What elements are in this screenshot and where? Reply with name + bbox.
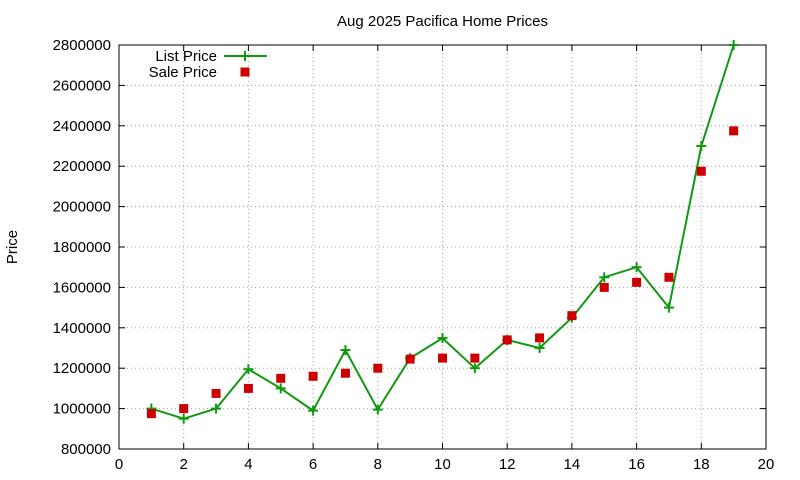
- list-price-point: [275, 383, 286, 394]
- x-tick-label: 2: [180, 456, 188, 473]
- sale-price-point: [211, 388, 221, 398]
- y-tick-label: 800000: [61, 441, 111, 458]
- y-tick-label: 2000000: [53, 199, 111, 216]
- legend-label-sale-price: Sale Price: [149, 64, 217, 81]
- list-price-point: [728, 40, 739, 50]
- sale-price-point: [179, 404, 189, 414]
- x-tick-label: 6: [309, 456, 317, 473]
- x-tick-label: 10: [434, 456, 451, 473]
- y-tick-label: 1200000: [53, 360, 111, 377]
- sale-price-point: [340, 368, 350, 378]
- sale-price-point: [535, 333, 545, 343]
- sale-price-point: [243, 383, 253, 393]
- list-price-point: [308, 405, 319, 416]
- x-tick-label: 16: [628, 456, 645, 473]
- sale-price-point: [696, 166, 706, 176]
- list-price-point: [631, 262, 642, 273]
- sale-price-point: [438, 353, 447, 363]
- sale-price-point: [470, 353, 480, 363]
- list-price-point: [243, 364, 254, 375]
- x-tick-label: 12: [499, 456, 516, 473]
- list-price-point: [469, 363, 480, 374]
- series-list-price: [146, 40, 739, 424]
- legend: List Price Sale Price: [149, 48, 267, 81]
- x-tick-label: 18: [693, 456, 710, 473]
- legend-symbol-list-price: [224, 51, 267, 61]
- sale-price-point: [373, 363, 383, 373]
- x-tick-label: 4: [244, 456, 252, 473]
- sale-price-point: [664, 272, 674, 282]
- y-tick-label: 1800000: [53, 239, 111, 256]
- y-tick-label: 2800000: [53, 37, 111, 54]
- list-price-point: [534, 343, 545, 353]
- list-price-point: [696, 141, 707, 151]
- grid: [119, 45, 766, 449]
- legend-label-list-price: List Price: [155, 48, 217, 65]
- x-tick-label: 8: [374, 456, 382, 473]
- chart-title: Aug 2025 Pacifica Home Prices: [337, 13, 548, 30]
- legend-symbol-sale-price: [240, 67, 250, 77]
- list-price-point: [340, 345, 351, 356]
- y-tick-label: 2400000: [53, 118, 111, 135]
- y-tick-label: 1600000: [53, 279, 111, 296]
- y-tick-label: 2600000: [53, 77, 111, 94]
- sale-price-point: [632, 277, 642, 287]
- sale-price-point: [567, 311, 577, 321]
- y-axis-label: Price: [4, 230, 21, 264]
- sale-price-point: [599, 282, 609, 292]
- x-tick-label: 0: [115, 456, 123, 473]
- series-sale-price: [146, 126, 739, 419]
- x-tick-label: 14: [564, 456, 581, 473]
- list-price-point: [663, 302, 674, 313]
- list-price-point: [599, 272, 610, 283]
- list-price-point: [211, 403, 222, 414]
- y-tick-label: 1000000: [53, 401, 111, 418]
- sale-price-point: [729, 126, 739, 136]
- sale-price-point: [405, 354, 415, 364]
- y-tick-label: 2200000: [53, 158, 111, 175]
- sale-price-point: [502, 335, 512, 345]
- sale-price-point: [146, 409, 156, 419]
- list-price-point: [372, 404, 383, 415]
- sale-price-point: [276, 373, 286, 383]
- list-price-point: [437, 333, 448, 344]
- axis-ticks: 0 2 4 6 8 10 12 14 16 18 20 800000 1000000 1200000 140…: [53, 37, 775, 473]
- x-tick-label: 20: [758, 456, 775, 473]
- series-layer: [146, 40, 739, 424]
- list-price-point: [178, 413, 189, 424]
- sale-price-point: [308, 371, 318, 381]
- y-tick-label: 1400000: [53, 320, 111, 337]
